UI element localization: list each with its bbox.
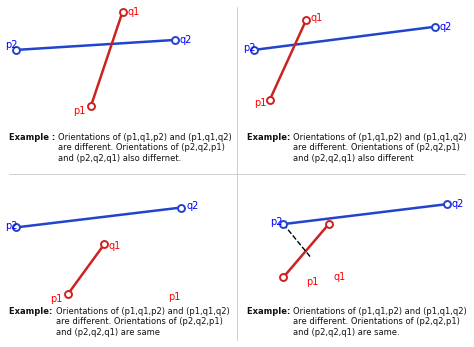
Text: Example:: Example: xyxy=(247,133,293,142)
Text: Orientations of (p1,q1,p2) and (p1,q1,q2)
are different. Orientations of (p2,q2,: Orientations of (p1,q1,p2) and (p1,q1,q2… xyxy=(293,307,467,337)
Text: p2: p2 xyxy=(5,40,17,50)
Text: p1: p1 xyxy=(306,277,319,287)
Text: q2: q2 xyxy=(186,201,199,211)
Text: Example:: Example: xyxy=(247,307,293,316)
Text: Example:: Example: xyxy=(9,307,55,316)
Text: q1: q1 xyxy=(109,241,121,251)
Text: p1: p1 xyxy=(50,294,63,304)
Text: Orientations of (p1,q1,p2) and (p1,q1,q2)
are different. Orientations of (p2,q2,: Orientations of (p1,q1,p2) and (p1,q1,q2… xyxy=(58,133,232,163)
Text: p1: p1 xyxy=(73,106,85,116)
Text: q1: q1 xyxy=(310,14,323,23)
Text: q1: q1 xyxy=(127,7,139,17)
Text: Orientations of (p1,q1,p2) and (p1,q1,q2)
are different. Orientations of (p2,q2,: Orientations of (p1,q1,p2) and (p1,q1,q2… xyxy=(55,307,229,337)
Text: p2: p2 xyxy=(5,221,17,231)
Text: q2: q2 xyxy=(451,199,464,209)
Text: q2: q2 xyxy=(440,22,452,32)
Text: Example :: Example : xyxy=(9,133,58,142)
Text: p2: p2 xyxy=(243,43,255,53)
Text: p1: p1 xyxy=(254,98,266,108)
Text: p1: p1 xyxy=(168,292,180,302)
Text: q2: q2 xyxy=(179,35,191,45)
Text: p2: p2 xyxy=(270,218,283,227)
Text: q1: q1 xyxy=(333,272,346,282)
Text: Orientations of (p1,q1,p2) and (p1,q1,q2)
are different. Orientations of (p2,q2,: Orientations of (p1,q1,p2) and (p1,q1,q2… xyxy=(293,133,467,163)
